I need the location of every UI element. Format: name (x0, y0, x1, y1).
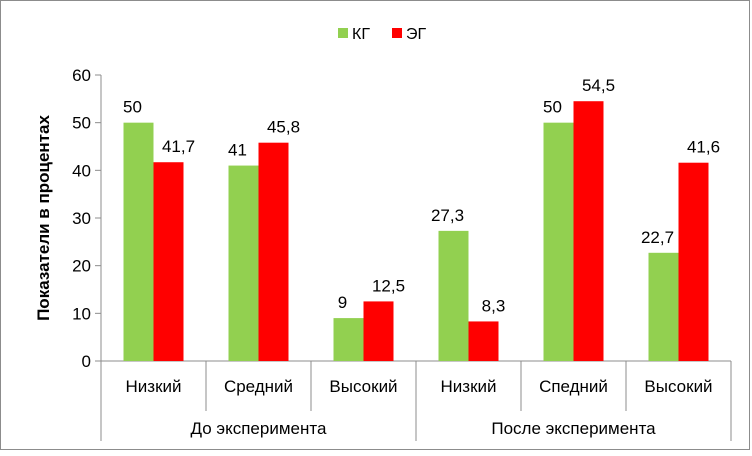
y-tick-label: 60 (72, 66, 91, 85)
bar-eg (363, 301, 394, 361)
data-label: 50 (123, 98, 142, 117)
legend-label: ЭГ (406, 26, 427, 43)
bar-kg (648, 252, 679, 361)
bar-kg (543, 122, 574, 362)
bar-eg (468, 321, 499, 361)
y-tick-label: 50 (72, 114, 91, 133)
y-tick-label: 0 (82, 352, 91, 371)
x-group-label: До эксперимента (191, 419, 327, 438)
data-label: 8,3 (482, 296, 506, 315)
data-label: 12,5 (372, 276, 405, 295)
bar-eg (573, 101, 604, 361)
bar-kg (438, 230, 469, 361)
x-category-label: Средний (224, 377, 293, 396)
data-label: 27,3 (431, 206, 464, 225)
data-label: 41 (228, 141, 247, 160)
bar-kg (228, 165, 259, 361)
bar-kg (333, 318, 364, 361)
y-tick-label: 10 (72, 304, 91, 323)
x-category-label: Спедний (539, 377, 608, 396)
y-tick-label: 20 (72, 257, 91, 276)
x-category-label: Высокий (329, 377, 397, 396)
data-label: 9 (338, 293, 347, 312)
data-label: 41,7 (162, 137, 195, 156)
legend-label: КГ (352, 26, 370, 43)
x-category-label: Низкий (441, 377, 497, 396)
bar-eg (258, 142, 289, 361)
legend-swatch (392, 28, 402, 38)
x-category-label: Высокий (644, 377, 712, 396)
bar-kg (123, 122, 154, 362)
x-category-label: Низкий (126, 377, 182, 396)
y-tick-label: 40 (72, 161, 91, 180)
y-axis-title: Показатели в процентах (34, 115, 53, 321)
x-group-label: После эксперимента (491, 419, 656, 438)
data-label: 50 (543, 98, 562, 117)
y-tick-label: 30 (72, 209, 91, 228)
data-label: 22,7 (641, 228, 674, 247)
legend-swatch (338, 28, 348, 38)
data-label: 45,8 (267, 118, 300, 137)
data-label: 54,5 (582, 76, 615, 95)
data-label: 41,6 (687, 138, 720, 157)
bar-eg (153, 162, 184, 361)
bar-eg (678, 162, 709, 361)
